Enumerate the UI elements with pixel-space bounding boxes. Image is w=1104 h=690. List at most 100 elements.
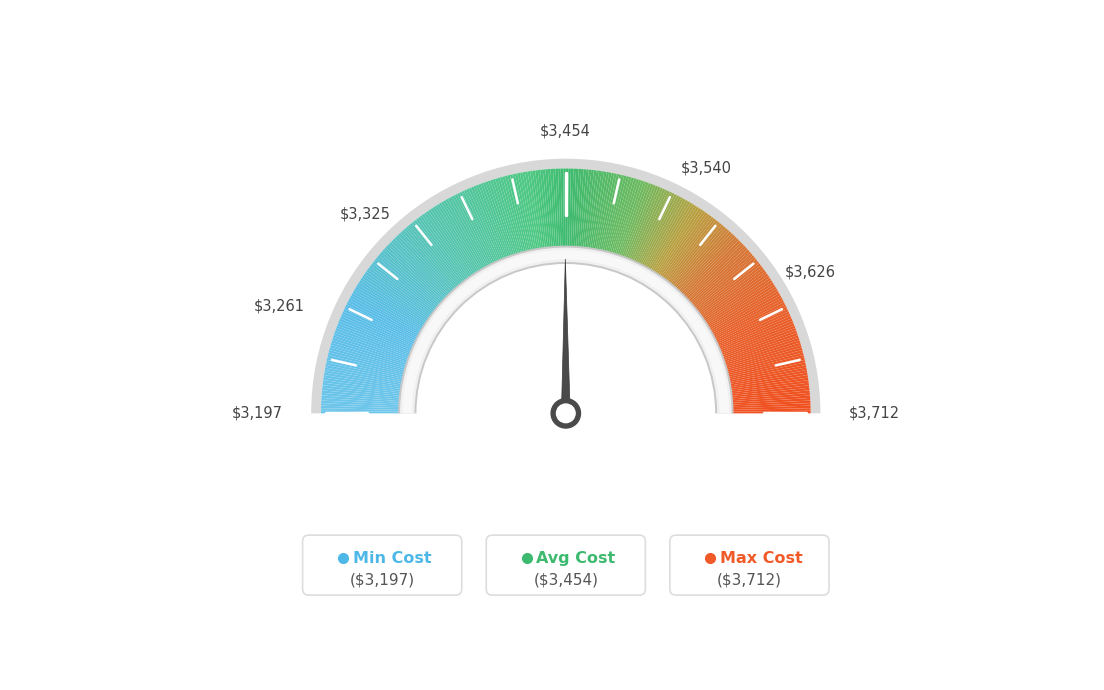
Wedge shape	[424, 213, 470, 277]
Wedge shape	[645, 197, 683, 268]
Wedge shape	[526, 172, 540, 249]
Wedge shape	[611, 177, 634, 253]
Wedge shape	[576, 169, 584, 247]
Wedge shape	[627, 186, 658, 259]
Wedge shape	[693, 255, 754, 307]
Wedge shape	[609, 177, 631, 253]
Wedge shape	[439, 203, 481, 271]
Wedge shape	[701, 271, 767, 318]
Wedge shape	[474, 186, 505, 259]
Wedge shape	[391, 240, 448, 297]
Wedge shape	[323, 373, 402, 387]
Wedge shape	[617, 181, 644, 255]
Wedge shape	[732, 403, 810, 408]
Wedge shape	[667, 218, 715, 282]
Wedge shape	[616, 179, 641, 255]
Wedge shape	[322, 391, 400, 400]
Wedge shape	[350, 295, 420, 335]
Wedge shape	[626, 185, 656, 259]
Circle shape	[551, 399, 581, 428]
Wedge shape	[422, 214, 469, 279]
Wedge shape	[327, 357, 404, 377]
Wedge shape	[720, 321, 794, 352]
Wedge shape	[339, 319, 412, 351]
Wedge shape	[538, 170, 549, 248]
Wedge shape	[729, 362, 806, 380]
Wedge shape	[730, 373, 808, 387]
Wedge shape	[326, 365, 403, 382]
Wedge shape	[528, 171, 541, 249]
Wedge shape	[699, 265, 763, 314]
Wedge shape	[708, 284, 775, 327]
Wedge shape	[446, 199, 486, 268]
Wedge shape	[402, 230, 456, 290]
Wedge shape	[500, 177, 522, 253]
Wedge shape	[331, 340, 407, 365]
Wedge shape	[692, 253, 753, 306]
Wedge shape	[369, 265, 433, 314]
Wedge shape	[602, 175, 622, 251]
Wedge shape	[630, 188, 664, 261]
Wedge shape	[732, 400, 810, 406]
Text: $3,626: $3,626	[785, 264, 836, 279]
Wedge shape	[729, 360, 805, 379]
Text: ($3,454): ($3,454)	[533, 573, 598, 588]
Wedge shape	[444, 200, 484, 269]
Wedge shape	[396, 235, 452, 293]
Wedge shape	[337, 323, 411, 354]
Wedge shape	[580, 169, 588, 248]
Wedge shape	[333, 335, 408, 362]
Wedge shape	[323, 375, 402, 389]
Wedge shape	[722, 328, 796, 357]
Wedge shape	[714, 302, 785, 339]
Wedge shape	[381, 251, 440, 304]
Wedge shape	[711, 293, 781, 333]
Wedge shape	[512, 174, 531, 251]
Wedge shape	[641, 195, 679, 266]
Wedge shape	[649, 201, 690, 270]
Wedge shape	[357, 284, 424, 327]
Wedge shape	[665, 217, 714, 281]
Wedge shape	[728, 353, 804, 373]
Wedge shape	[321, 403, 400, 408]
Wedge shape	[375, 257, 437, 308]
Wedge shape	[730, 368, 807, 384]
Wedge shape	[652, 204, 694, 272]
Wedge shape	[348, 300, 418, 337]
Wedge shape	[535, 170, 546, 248]
Wedge shape	[670, 223, 722, 285]
Wedge shape	[675, 228, 728, 288]
Wedge shape	[694, 257, 756, 308]
Wedge shape	[726, 348, 803, 371]
Wedge shape	[362, 276, 428, 322]
Wedge shape	[520, 172, 537, 250]
Wedge shape	[710, 291, 779, 332]
Wedge shape	[691, 251, 751, 304]
Wedge shape	[707, 282, 774, 326]
Wedge shape	[417, 217, 467, 281]
Wedge shape	[435, 205, 478, 273]
Wedge shape	[732, 395, 810, 403]
Text: Avg Cost: Avg Cost	[537, 551, 616, 566]
FancyBboxPatch shape	[486, 535, 646, 595]
Wedge shape	[563, 168, 565, 247]
Wedge shape	[522, 172, 538, 250]
Wedge shape	[722, 331, 797, 359]
Wedge shape	[724, 340, 800, 365]
Wedge shape	[433, 206, 477, 274]
Wedge shape	[677, 231, 732, 290]
Text: $3,261: $3,261	[253, 298, 305, 313]
Wedge shape	[619, 181, 646, 256]
Wedge shape	[455, 194, 491, 265]
Wedge shape	[586, 170, 599, 248]
Wedge shape	[555, 168, 561, 247]
Wedge shape	[583, 170, 594, 248]
Wedge shape	[394, 237, 450, 295]
Wedge shape	[567, 168, 571, 247]
Wedge shape	[715, 304, 786, 341]
Wedge shape	[329, 348, 405, 371]
Wedge shape	[412, 221, 463, 284]
Wedge shape	[561, 168, 564, 247]
Wedge shape	[389, 242, 447, 298]
Wedge shape	[407, 225, 459, 286]
